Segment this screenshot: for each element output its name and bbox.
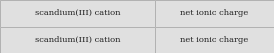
Bar [155,0,274,26]
Bar [0,0,155,26]
Text: scandium(III) cation: scandium(III) cation [35,9,120,17]
Text: scandium(III) cation: scandium(III) cation [35,36,120,44]
Bar [0,26,155,53]
Bar [155,0,274,26]
Bar [155,26,274,53]
Text: net ionic charge: net ionic charge [180,36,249,44]
Bar [155,26,274,53]
Bar [0,26,155,53]
Bar [0,0,155,26]
Text: net ionic charge: net ionic charge [180,9,249,17]
